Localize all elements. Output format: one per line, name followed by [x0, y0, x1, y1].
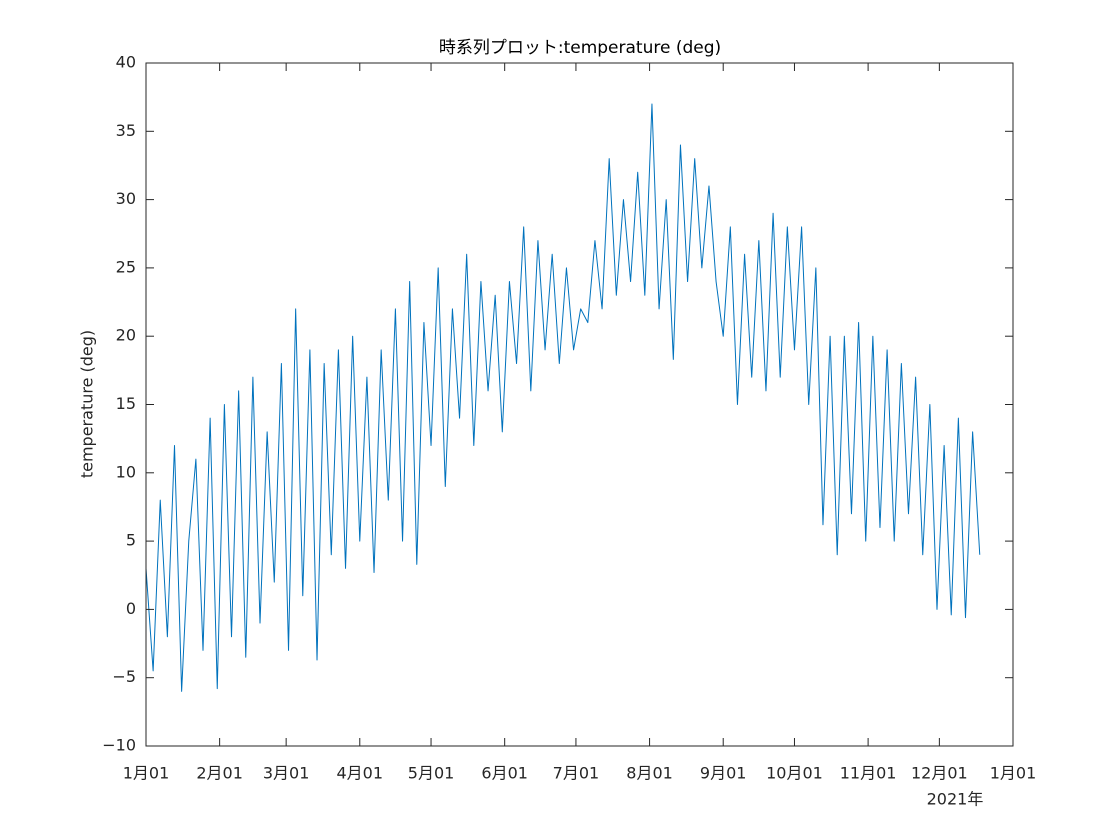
- x-tick-label: 1月01: [123, 764, 170, 783]
- x-tick-label: 9月01: [700, 764, 747, 783]
- x-tick-label: 11月01: [840, 764, 897, 783]
- y-tick-label: 25: [116, 257, 136, 276]
- x-tick-label: 7月01: [553, 764, 600, 783]
- y-tick-label: −10: [102, 736, 136, 755]
- plot-area: [146, 63, 1013, 746]
- y-tick-label: 0: [126, 599, 136, 618]
- y-tick-label: 5: [126, 531, 136, 550]
- y-tick-label: 10: [116, 462, 136, 481]
- x-tick-label: 8月01: [626, 764, 673, 783]
- y-tick-label: 20: [116, 326, 136, 345]
- x-tick-label: 10月01: [766, 764, 823, 783]
- x-tick-label: 12月01: [911, 764, 968, 783]
- y-tick-label: 40: [116, 53, 136, 72]
- x-tick-label: 1月01: [990, 764, 1037, 783]
- x-tick-label: 4月01: [337, 764, 384, 783]
- y-tick-label: 35: [116, 121, 136, 140]
- y-tick-label: −5: [112, 667, 136, 686]
- x-tick-label: 3月01: [263, 764, 310, 783]
- x-tick-label: 5月01: [408, 764, 455, 783]
- x-tick-label: 2月01: [196, 764, 243, 783]
- data-line: [145, 103, 981, 692]
- x-tick-label: 6月01: [481, 764, 528, 783]
- x-secondary-label: 2021年: [927, 790, 984, 809]
- y-tick-label: 30: [116, 189, 136, 208]
- y-axis-label: temperature (deg): [78, 330, 97, 478]
- y-tick-label: 15: [116, 394, 136, 413]
- chart-title: 時系列プロット:temperature (deg): [439, 38, 721, 58]
